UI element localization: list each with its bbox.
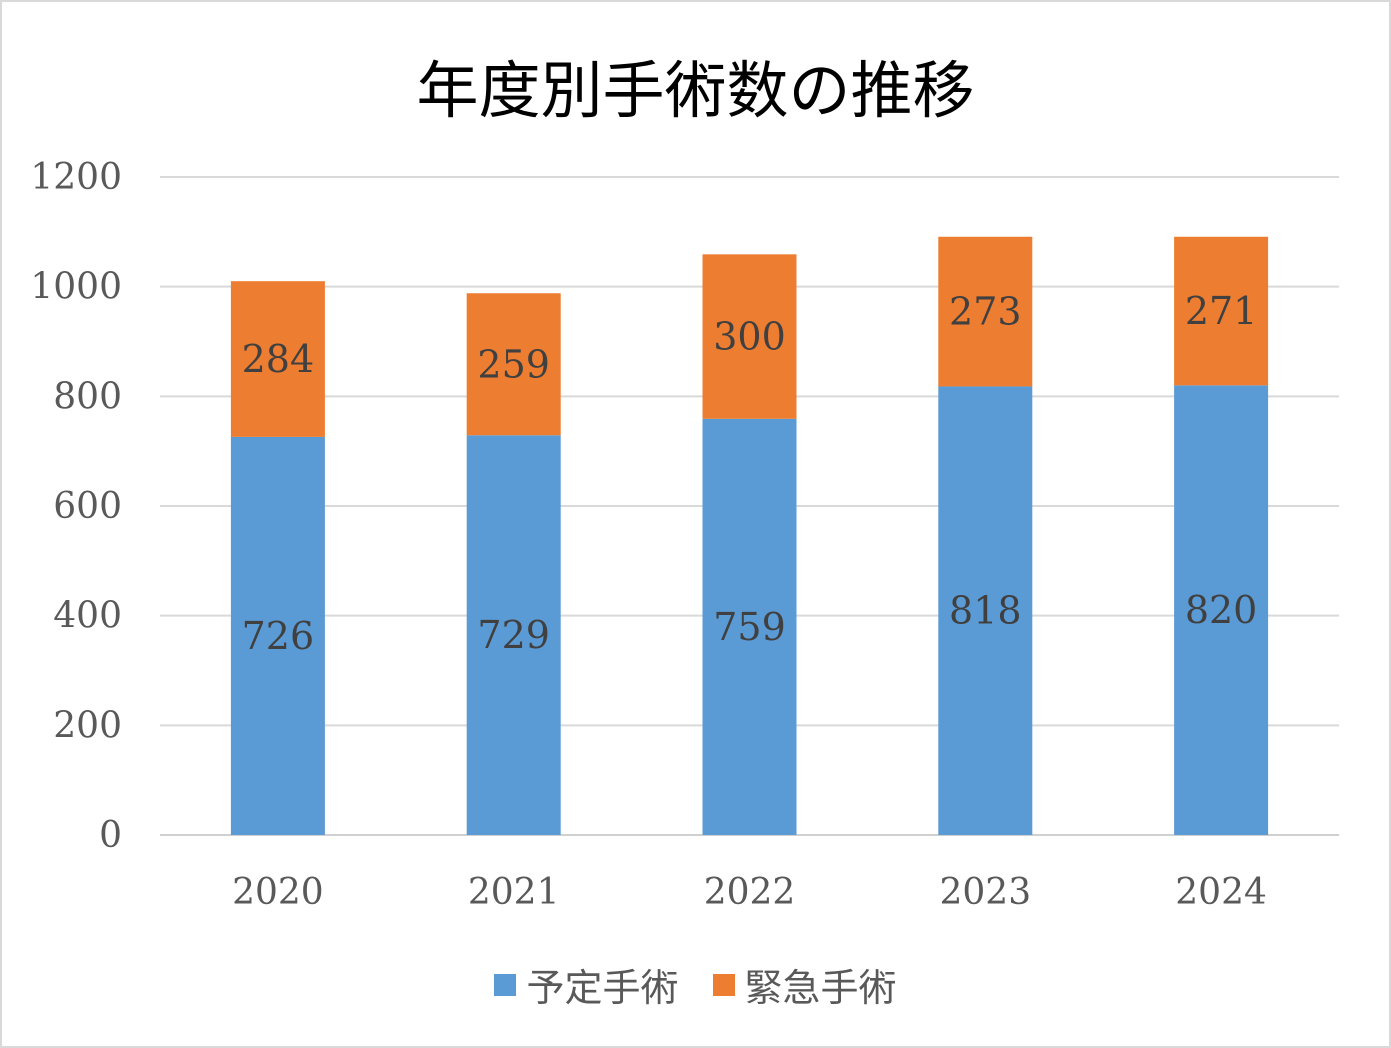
data-label-emergency: 284 bbox=[242, 337, 315, 381]
legend-swatch-planned bbox=[494, 973, 517, 996]
y-tick-label: 0 bbox=[99, 815, 122, 856]
x-tick-label: 2022 bbox=[704, 872, 796, 913]
data-label-planned: 759 bbox=[713, 605, 786, 649]
bar-emergency bbox=[466, 293, 561, 436]
bar-emergency bbox=[938, 236, 1033, 387]
chart-title: 年度別手術数の推移 bbox=[416, 54, 975, 127]
data-label-emergency: 273 bbox=[949, 290, 1022, 334]
legend-item-planned: 予定手術 bbox=[494, 957, 679, 1012]
x-tick-label: 2024 bbox=[1175, 872, 1267, 913]
y-tick-label: 400 bbox=[53, 596, 122, 637]
x-tick-label: 2023 bbox=[939, 872, 1031, 913]
x-tick-label: 2020 bbox=[232, 872, 324, 913]
data-label-planned: 818 bbox=[949, 589, 1022, 633]
legend-label-planned: 予定手術 bbox=[526, 966, 679, 1010]
data-label-planned: 726 bbox=[242, 614, 315, 658]
legend-swatch-emergency bbox=[712, 973, 735, 996]
bar-emergency bbox=[702, 254, 797, 419]
y-tick-label: 200 bbox=[53, 705, 122, 746]
bar-planned bbox=[466, 435, 561, 835]
bar-planned bbox=[702, 418, 797, 835]
legend-label-emergency: 緊急手術 bbox=[744, 966, 897, 1010]
data-label-emergency: 259 bbox=[477, 342, 550, 386]
data-label-planned: 729 bbox=[477, 613, 550, 657]
bar-planned bbox=[230, 436, 325, 835]
legend: 予定手術 緊急手術 bbox=[2, 957, 1389, 1012]
bar-planned bbox=[1174, 385, 1269, 835]
data-label-emergency: 300 bbox=[713, 315, 786, 359]
legend-item-emergency: 緊急手術 bbox=[712, 957, 897, 1012]
y-tick-label: 1000 bbox=[30, 267, 122, 308]
bar-emergency bbox=[230, 281, 325, 437]
bar-emergency bbox=[1174, 236, 1269, 386]
y-tick-label: 600 bbox=[53, 486, 122, 527]
x-tick-label: 2021 bbox=[468, 872, 560, 913]
y-tick-label: 800 bbox=[53, 376, 122, 417]
data-label-emergency: 271 bbox=[1185, 289, 1258, 333]
data-label-planned: 820 bbox=[1185, 588, 1258, 632]
y-tick-label: 1200 bbox=[30, 157, 122, 198]
bar-planned bbox=[938, 386, 1033, 835]
